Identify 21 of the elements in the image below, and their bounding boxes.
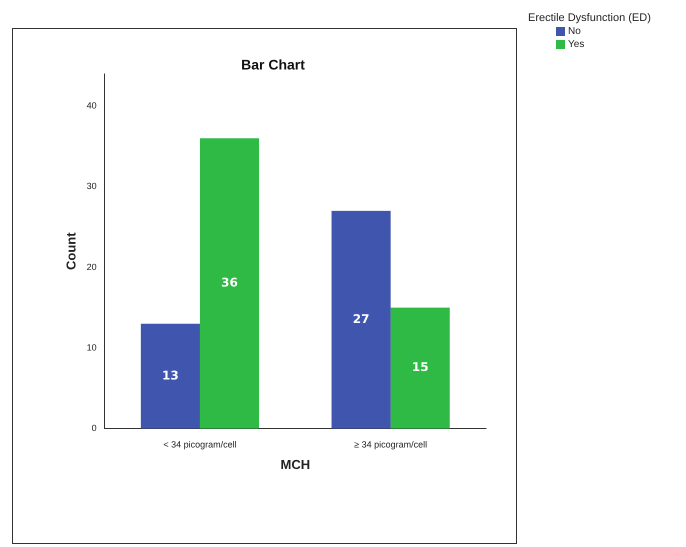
legend-label: No bbox=[568, 26, 581, 37]
y-tick-label: 10 bbox=[86, 342, 97, 352]
legend-label: Yes bbox=[568, 39, 584, 50]
x-tick-label: < 34 picogram/cell bbox=[163, 439, 237, 450]
x-axis-title: MCH bbox=[280, 456, 310, 472]
y-axis-title: Count bbox=[63, 232, 78, 270]
bar bbox=[140, 324, 200, 429]
y-tick-label: 40 bbox=[86, 100, 97, 111]
data-label: 36 bbox=[221, 276, 238, 290]
y-tick-label: 0 bbox=[92, 423, 97, 434]
data-label: 15 bbox=[412, 360, 429, 374]
data-label: 13 bbox=[162, 368, 179, 382]
legend-title: Erectile Dysfunction (ED) bbox=[528, 12, 651, 24]
bar bbox=[390, 308, 450, 429]
x-tick-label: ≥ 34 picogram/cell bbox=[354, 439, 428, 450]
y-tick-label: 30 bbox=[86, 181, 97, 192]
data-label: 27 bbox=[352, 312, 370, 326]
bar bbox=[332, 210, 391, 429]
y-tick-label: 20 bbox=[86, 262, 97, 272]
chart-title: Bar Chart bbox=[241, 56, 306, 72]
bar bbox=[200, 138, 260, 429]
